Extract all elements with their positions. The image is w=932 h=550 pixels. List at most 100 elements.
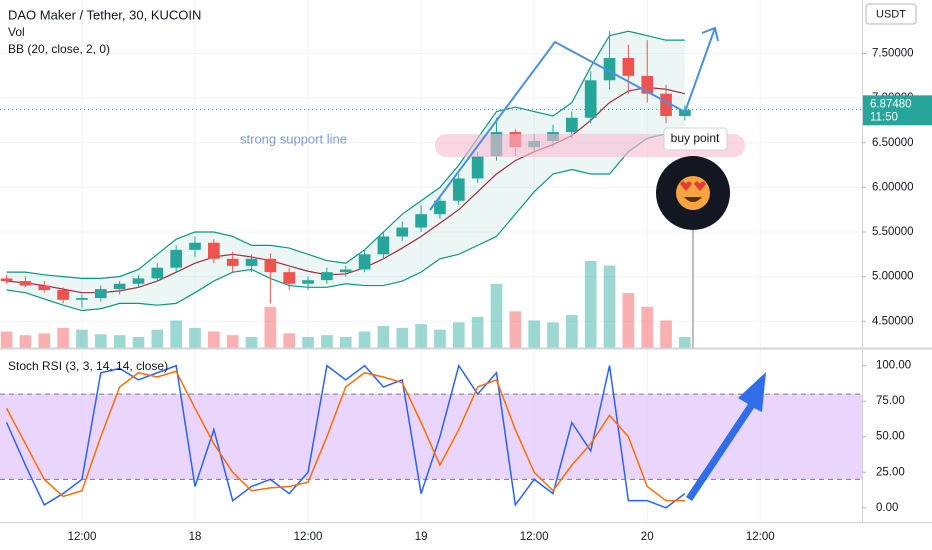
stoch-title: Stoch RSI (3, 3, 14, 14, close) [8,359,168,373]
support-label: strong support line [240,131,347,146]
chart-title: DAO Maker / Tether, 30, KUCOIN [8,7,201,22]
volume-bar [660,320,672,348]
candle-body [0,278,13,282]
buy-point-box [663,127,728,151]
candle-body [76,298,88,300]
emoji-face [676,176,710,210]
volume-bar [151,329,164,348]
candle-body [264,258,277,273]
volume-bar [189,327,201,348]
volume-bar [528,320,540,348]
volume-bar [490,283,503,348]
volume-bar [339,337,352,348]
countdown-label: 11:50 [870,111,898,123]
candle-body [113,283,126,290]
emoji-mouth [684,197,702,202]
currency-label: USDT [876,8,906,20]
candle-body [622,58,635,76]
volume-bar [0,331,13,348]
candle-body [19,281,32,286]
volume-bar [452,322,465,348]
band-upper [6,30,685,279]
volume-bar [622,293,635,348]
candle-body [339,269,352,273]
candle-body [660,93,672,116]
y-tick-label: 50.00 [876,431,905,443]
volume-bar [679,337,691,348]
candle-body [38,285,51,290]
candle-body [283,272,296,284]
stoch-line [5,370,685,502]
candle-body [584,80,597,118]
volume-bar [547,322,559,348]
volume-bar [434,329,446,348]
plot [0,30,862,509]
stoch-arrow [686,372,766,501]
x-tick-label: 20 [641,531,654,543]
volume-bar [471,316,484,348]
y-tick-label: 7.50000 [872,48,914,60]
volume-bar [19,335,32,348]
volume-bar [208,331,220,348]
candle-body [434,200,446,215]
candle-body [151,267,164,279]
projection-line [429,27,716,211]
candle-body [471,156,484,179]
band-lower [6,131,685,312]
volume-bar [377,326,390,348]
y-tick-label: 0.00 [876,502,898,514]
volume-bar [641,306,654,348]
y-tick-label: 4.50000 [872,315,914,327]
volume-bar [94,334,107,348]
band-fill [6,31,685,311]
x-tick-label: 12:00 [520,531,549,543]
candle-body [452,178,465,201]
candle-body [396,227,409,237]
candle-body [94,289,107,299]
volume-legend: Vol [8,25,25,39]
y-tick-label: 5.50000 [872,226,914,238]
volume-bar [264,306,277,348]
x-tick-label: 18 [189,531,202,543]
volume-bar [113,335,126,348]
bands-legend: BB (20, close, 2, 0) [8,42,110,56]
y-tick-label: 5.00000 [872,271,914,283]
candle-body [377,236,390,255]
y-tick-label: 6.00000 [872,181,914,193]
volume-bar [132,337,145,348]
volume-bar [57,327,69,348]
y-tick-label: 75.00 [876,395,905,407]
y-tick-label: 6.50000 [872,137,914,149]
y-tick-label: 100.00 [876,360,911,372]
axes: 12:00 18 12:00 19 12:00 20 12:00 4.50000 5.00000… [68,48,932,543]
candle-body [641,75,654,94]
x-tick-label: 12:00 [294,531,323,543]
candle-body [603,58,616,81]
candle-body [415,214,427,228]
x-tick-label: 19 [415,531,428,543]
candle-body [208,242,220,259]
candle-body [302,280,314,284]
volume-bar [584,261,597,348]
currency-badge [865,3,917,25]
volume-bar [396,327,409,348]
candle-body [358,254,371,270]
volume-bar [283,333,296,348]
candle-body [321,272,333,281]
candle-body [57,290,69,300]
volume-bar [170,320,183,348]
candle-body [189,242,201,250]
volume-bar [38,333,51,348]
volume-bar [245,337,258,348]
volume-bar [76,329,88,348]
last-price-box [863,95,932,126]
volume-bar [321,335,333,348]
volume-bar [358,331,371,348]
projection-arrowhead [701,26,719,42]
candle-body [245,258,258,266]
stoch-line [5,363,686,509]
candle-body [226,258,239,266]
last-price-label: 6.87480 [870,98,912,110]
volume-bar [509,311,522,348]
